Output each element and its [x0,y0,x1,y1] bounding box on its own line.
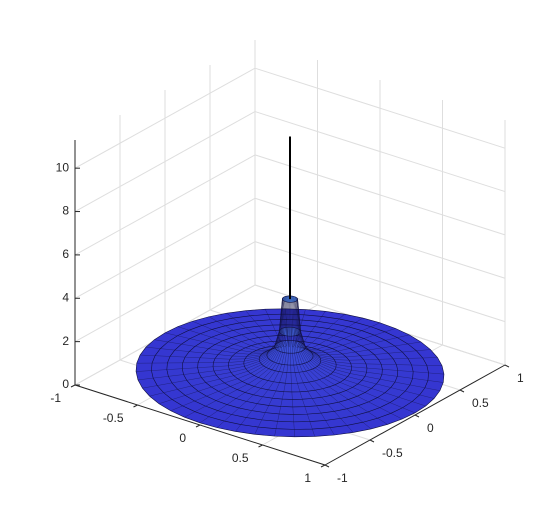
surface-mesh [199,301,286,423]
surface-mesh [292,302,335,436]
z-tick-label: 0 [62,377,69,391]
surface-mesh [291,302,315,437]
x-tick [320,464,326,468]
surface-mesh [226,296,288,349]
surface-mesh [137,299,283,381]
surface-mesh [294,296,381,351]
z-tick-label: 6 [62,247,69,261]
z-tick-label: 10 [56,160,70,174]
y-tick-label: -0.5 [382,446,403,460]
y-tick [504,364,510,368]
surface-mesh [295,301,403,420]
surface-mesh [285,295,290,348]
y-tick [414,414,420,418]
surface-mesh [235,302,288,432]
x-tick-label: -0.5 [103,411,124,425]
surface-mesh [296,300,426,407]
surface-mesh [297,299,444,383]
y-tick-label: 0 [427,421,434,435]
surface-mesh [292,302,354,433]
surface-mesh [294,301,388,425]
x-tick [70,384,76,388]
y-tick-label: 1 [517,371,524,385]
x-tick-label: 0.5 [232,451,249,465]
x-tick-label: -1 [50,391,61,405]
surface-mesh [216,301,287,428]
surface-mesh [274,302,290,437]
x-tick [133,404,138,408]
surface-mesh [208,296,287,349]
surface-mesh [254,302,289,435]
surface-mesh [290,295,306,348]
y-tick [369,439,375,443]
surface-mesh [293,301,372,430]
surface-mesh [292,296,345,349]
surface-mesh [296,301,416,414]
surface-mesh [149,300,284,397]
x-tick [195,424,201,428]
x-tick-label: 0 [179,431,186,445]
z-tick-label: 4 [62,290,69,304]
surface-mesh [192,296,286,350]
surface-mesh [170,300,285,411]
surface-mesh [136,299,283,372]
y-tick [459,389,465,393]
z-tick-label: 2 [62,334,69,348]
surface-mesh [290,302,295,437]
surface-mesh [296,297,422,356]
y-tick-label: -1 [337,471,348,485]
y-tick-label: 0.5 [472,396,489,410]
surface-mesh [293,296,364,350]
y-tick [324,464,330,468]
surface-mesh [142,299,283,389]
surface-mesh [295,297,410,353]
x-tick [258,444,263,448]
surface-mesh [295,296,396,352]
surface-mesh [297,300,435,399]
surface-mesh [184,301,285,418]
x-tick-label: 1 [304,471,311,485]
z-tick-label: 8 [62,204,69,218]
surface-mesh [158,300,284,404]
